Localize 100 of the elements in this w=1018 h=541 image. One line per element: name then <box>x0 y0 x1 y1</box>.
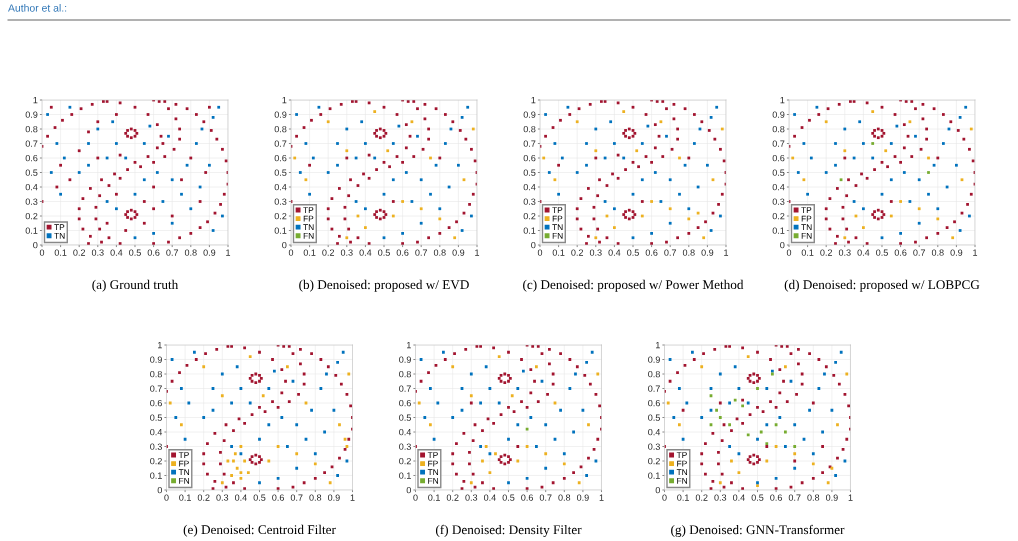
point <box>419 178 423 182</box>
legend-label: FN <box>677 477 688 484</box>
x-tick-label: 0.5 <box>502 494 515 501</box>
x-tick-label: 0.4 <box>110 249 123 256</box>
y-tick-label: 0.8 <box>25 125 38 133</box>
point <box>640 142 644 145</box>
y-tick-label: 0.3 <box>274 198 287 205</box>
point <box>613 226 616 229</box>
x-axis-title: (g) Denoised: GNN-Transformer <box>671 524 845 537</box>
y-tick-label: 0 <box>406 486 411 494</box>
y-tick-label: 0.4 <box>399 428 412 436</box>
y-tick-label: 0.6 <box>772 154 785 162</box>
point <box>653 171 657 174</box>
point <box>304 142 308 145</box>
point <box>326 171 330 174</box>
point <box>544 113 547 116</box>
point <box>843 236 847 240</box>
x-tick-label: 0.1 <box>54 249 67 256</box>
y-tick-label: 0.7 <box>648 385 660 392</box>
point <box>494 452 497 456</box>
point <box>672 416 676 419</box>
x-tick-label: 0.9 <box>950 249 963 256</box>
point <box>899 232 902 235</box>
x-tick-label: 0.9 <box>203 249 216 256</box>
point <box>808 408 811 412</box>
y-tick-label: 0.6 <box>25 154 38 162</box>
x-tick-label: 0 <box>413 494 418 501</box>
x-tick-label: 0.8 <box>184 249 197 256</box>
y-tick-label: 0.3 <box>25 198 38 205</box>
x-tick-label: 0.7 <box>664 249 677 256</box>
point <box>715 408 718 412</box>
x-tick-label: 0.3 <box>589 249 602 256</box>
point <box>336 163 339 167</box>
point <box>709 229 713 232</box>
point <box>295 466 299 470</box>
point <box>298 171 302 174</box>
point <box>49 171 53 174</box>
point <box>622 110 626 113</box>
y-tick-label: 0.9 <box>523 111 536 118</box>
point <box>568 387 572 390</box>
x-tick-label: 0.8 <box>433 249 446 256</box>
point <box>700 416 704 419</box>
point <box>700 365 704 369</box>
point <box>360 120 364 124</box>
y-tick-label: 0.6 <box>523 154 536 162</box>
y-tick-label: 0.2 <box>648 457 660 465</box>
point <box>386 149 390 153</box>
point <box>516 423 520 427</box>
point <box>544 423 548 427</box>
y-tick-label: 0.6 <box>399 399 411 407</box>
y-tick-label: 0.4 <box>150 428 163 436</box>
y-tick-label: 0.2 <box>523 212 536 220</box>
point <box>677 387 681 390</box>
x-tick-label: 0.3 <box>838 249 851 256</box>
legend-label: TN <box>676 469 688 476</box>
point <box>267 387 271 390</box>
point <box>557 192 560 196</box>
y-tick-label: 0.6 <box>274 154 287 162</box>
point <box>577 481 581 485</box>
point <box>793 452 797 456</box>
point <box>640 178 644 182</box>
point <box>811 452 815 456</box>
point <box>936 207 940 211</box>
point <box>295 423 299 427</box>
legend-label: FP <box>428 460 438 467</box>
point <box>497 355 501 358</box>
y-tick-label: 0.6 <box>150 399 162 407</box>
point <box>687 207 691 211</box>
point <box>559 408 562 412</box>
legend-label: TN <box>178 469 190 476</box>
point <box>233 452 237 456</box>
point <box>319 387 323 390</box>
point <box>650 200 653 203</box>
point <box>115 142 118 145</box>
y-tick-label: 0.9 <box>399 356 411 363</box>
legend-label: TN <box>801 224 812 231</box>
y-tick-label: 0.4 <box>274 183 287 191</box>
legend-label: TP <box>178 452 189 458</box>
y-tick-label: 1 <box>407 342 411 349</box>
point <box>142 178 146 182</box>
point <box>862 226 865 229</box>
point <box>258 481 261 485</box>
point <box>839 350 843 354</box>
y-tick-label: 0.8 <box>523 125 536 133</box>
legend-label: FP <box>677 460 687 467</box>
x-tick-label: 0.9 <box>576 494 589 501</box>
x-tick-label: 0.1 <box>303 249 316 256</box>
point <box>193 350 196 354</box>
point <box>793 113 796 116</box>
point <box>884 149 888 153</box>
x-tick-label: 0.8 <box>309 494 322 501</box>
y-tick-label: 0 <box>157 486 162 494</box>
x-axis-title: (a) Ground truth <box>92 279 179 292</box>
x-tick-label: 0.4 <box>857 249 870 256</box>
y-tick-label: 0.2 <box>274 212 287 220</box>
x-tick-label: 0.7 <box>290 494 303 501</box>
y-tick-label: 0.5 <box>772 169 785 176</box>
y-tick-label: 0.2 <box>772 212 785 220</box>
point <box>507 437 510 441</box>
y-tick-label: 0.7 <box>150 385 162 392</box>
